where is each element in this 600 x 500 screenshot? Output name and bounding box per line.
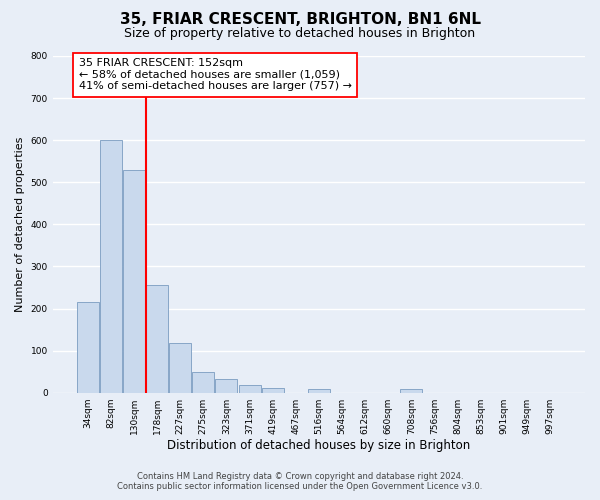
Bar <box>400 390 422 392</box>
Bar <box>262 388 284 392</box>
Bar <box>123 170 145 392</box>
Text: 35, FRIAR CRESCENT, BRIGHTON, BN1 6NL: 35, FRIAR CRESCENT, BRIGHTON, BN1 6NL <box>119 12 481 28</box>
Bar <box>100 140 122 392</box>
Bar <box>77 302 99 392</box>
Text: 35 FRIAR CRESCENT: 152sqm
← 58% of detached houses are smaller (1,059)
41% of se: 35 FRIAR CRESCENT: 152sqm ← 58% of detac… <box>79 58 352 92</box>
Text: Size of property relative to detached houses in Brighton: Size of property relative to detached ho… <box>124 28 476 40</box>
Bar <box>169 343 191 392</box>
Bar <box>146 286 168 393</box>
Bar <box>193 372 214 392</box>
Bar <box>215 379 238 392</box>
Text: Contains HM Land Registry data © Crown copyright and database right 2024.
Contai: Contains HM Land Registry data © Crown c… <box>118 472 482 491</box>
Y-axis label: Number of detached properties: Number of detached properties <box>15 136 25 312</box>
Bar <box>239 385 260 392</box>
X-axis label: Distribution of detached houses by size in Brighton: Distribution of detached houses by size … <box>167 440 470 452</box>
Bar <box>308 390 330 392</box>
